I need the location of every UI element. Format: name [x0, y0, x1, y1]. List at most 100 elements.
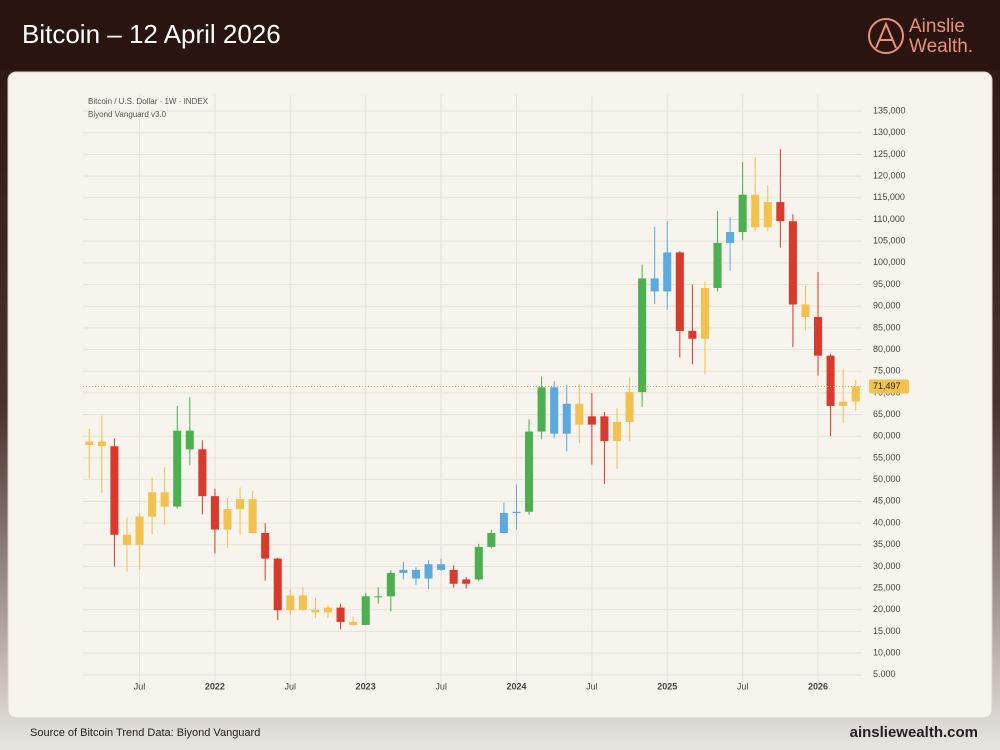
y-tick-label: 95,000 — [873, 279, 901, 289]
y-tick-label: 105,000 — [873, 236, 906, 246]
footer-site: ainsliewealth.com — [850, 724, 978, 741]
y-tick-label: 80,000 — [873, 344, 901, 354]
logo: Ainslie Wealth. — [868, 16, 973, 57]
candle-body — [411, 569, 420, 579]
candle-body — [248, 499, 257, 534]
candle-body — [210, 496, 219, 530]
candle-body — [160, 492, 169, 507]
candle-body — [700, 287, 709, 339]
candle-body — [236, 499, 245, 510]
y-tick-label: 130,000 — [873, 127, 906, 137]
candle-body — [374, 596, 383, 598]
logo-line: Wealth. — [909, 36, 973, 57]
x-tick-label: 2024 — [506, 681, 526, 691]
candle-body — [801, 304, 810, 318]
candle-body — [185, 430, 194, 450]
candle-body — [487, 533, 496, 547]
candle-body — [713, 242, 722, 288]
y-tick-label: 55,000 — [873, 452, 901, 462]
chart-card — [7, 71, 993, 719]
candle-body — [575, 403, 584, 425]
logo-mark — [875, 21, 897, 49]
y-tick-label: 125,000 — [873, 149, 906, 159]
candle-body — [349, 621, 358, 625]
chart-subtitle: Biyond Vanguard v3.0 — [88, 110, 167, 119]
candle-body — [650, 278, 659, 292]
candle-body — [323, 607, 333, 613]
candle-body — [751, 194, 760, 228]
y-tick-label: 25,000 — [873, 582, 901, 592]
candle-body — [550, 387, 559, 434]
candle-body — [763, 202, 772, 228]
y-tick-label: 10,000 — [873, 648, 901, 658]
candle-body — [562, 403, 571, 434]
y-tick-label: 60,000 — [873, 431, 901, 441]
footer-source: Source of Bitcoin Trend Data: Biyond Van… — [30, 727, 260, 739]
y-tick-label: 85,000 — [873, 322, 901, 332]
x-tick-label: Jul — [285, 681, 297, 691]
candle-body — [839, 401, 848, 406]
y-tick-label: 40,000 — [873, 517, 901, 527]
x-tick-label: 2023 — [356, 681, 376, 691]
candle-body — [97, 441, 106, 447]
candle-body — [261, 533, 270, 559]
header-bar — [0, 0, 1000, 70]
x-tick-label: Jul — [586, 681, 598, 691]
candle-body — [173, 430, 182, 507]
candle-body — [688, 330, 697, 339]
y-tick-label: 75,000 — [873, 366, 901, 376]
candle-body — [474, 546, 483, 580]
candle-body — [675, 252, 684, 331]
candle-body — [110, 446, 119, 535]
candle-body — [85, 441, 94, 445]
candle-body — [788, 221, 797, 305]
page-title: Bitcoin – 12 April 2026 — [22, 19, 281, 49]
candle-body — [424, 564, 433, 579]
candle-body — [499, 513, 508, 534]
x-tick-label: Jul — [134, 681, 146, 691]
y-tick-label: 45,000 — [873, 496, 901, 506]
y-tick-label: 30,000 — [873, 561, 901, 571]
candle-body — [273, 558, 282, 611]
candle-body — [311, 609, 320, 613]
candle-body — [625, 392, 634, 422]
logo-line: Ainslie — [909, 16, 965, 37]
candle-body — [148, 492, 157, 517]
y-tick-label: 110,000 — [873, 214, 905, 224]
candle-body — [223, 509, 232, 530]
candle-body — [361, 596, 370, 625]
last-price-label: 71,497 — [873, 381, 901, 391]
x-tick-label: Jul — [435, 681, 447, 691]
y-tick-label: 20,000 — [873, 604, 901, 614]
candle-body — [437, 564, 446, 570]
candle-body — [449, 569, 458, 584]
y-tick-label: 50,000 — [873, 474, 901, 484]
y-tick-label: 115,000 — [873, 192, 905, 202]
candle-body — [286, 595, 295, 611]
candle-body — [122, 534, 131, 545]
candle-body — [851, 386, 860, 402]
y-tick-label: 15,000 — [873, 626, 901, 636]
x-tick-label: 2026 — [808, 681, 828, 691]
y-tick-label: 135,000 — [873, 105, 906, 115]
candle-body — [336, 607, 345, 622]
candle-body — [525, 431, 534, 512]
chart: 5.000 10,000 15,000 20,000 25,000 30,000 35,00… — [83, 95, 909, 691]
x-tick-label: 2025 — [657, 681, 677, 691]
candle-body — [638, 278, 647, 393]
x-tick-label: Jul — [737, 681, 749, 691]
candle-body — [512, 511, 521, 514]
candle-body — [600, 416, 609, 442]
candle-body — [826, 355, 835, 406]
candle-body — [776, 202, 785, 222]
candle-body — [537, 387, 546, 432]
y-tick-label: 120,000 — [873, 170, 906, 180]
candle-body — [298, 595, 307, 610]
y-tick-label: 100,000 — [873, 257, 906, 267]
y-tick-label: 90,000 — [873, 301, 901, 311]
y-tick-label: 5.000 — [873, 669, 896, 679]
chart-title: Bitcoin / U.S. Dollar · 1W · INDEX — [88, 97, 209, 106]
x-tick-label: 2022 — [205, 681, 225, 691]
